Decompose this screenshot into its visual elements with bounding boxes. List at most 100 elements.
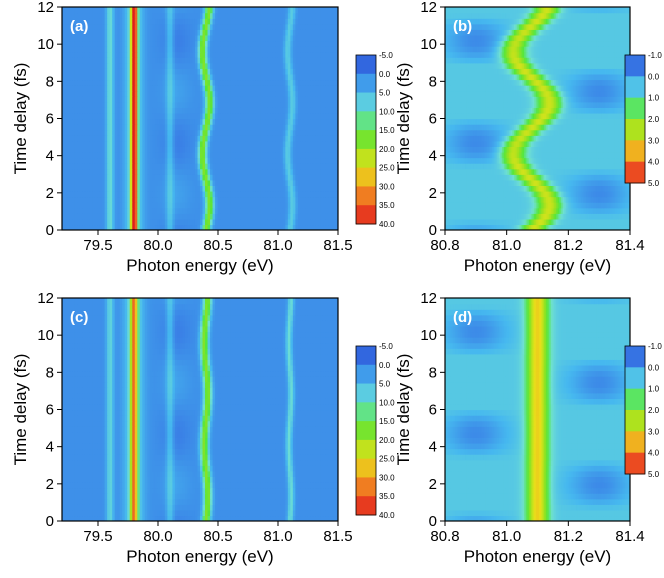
heatmap-cell [197,163,201,170]
heatmap-cell [317,146,322,153]
heatmap-cell [67,23,71,30]
heatmap-cell [547,207,550,214]
heatmap-cell [164,135,168,142]
heatmap-cell [503,202,507,209]
heatmap-cell [129,157,133,164]
heatmap-cell [107,174,111,181]
heatmap-cell [262,179,266,186]
heatmap-cell [197,101,201,108]
heatmap-cell [280,168,284,175]
heatmap-cell [255,185,259,192]
heatmap-cell [114,163,118,170]
heatmap-cell [267,129,271,136]
heatmap-cell [297,62,301,69]
heatmap-cell [109,168,113,175]
heatmap-cell [184,163,189,170]
heatmap-cell [297,202,301,209]
heatmap-cell [189,207,194,214]
heatmap-cell [300,23,304,30]
heatmap-cell [82,140,86,147]
heatmap-cell [182,163,186,170]
heatmap-cell [282,218,286,226]
heatmap-cell [134,12,138,19]
heatmap-cell [154,213,158,220]
heatmap-cell [305,34,309,42]
heatmap-cell [282,124,286,131]
heatmap-cell [215,101,219,108]
heatmap-cell [74,90,78,97]
heatmap-cell [222,85,226,92]
heatmap-cell [167,85,171,92]
heatmap-cell [174,112,179,120]
heatmap-cell [566,213,569,220]
heatmap-cell [202,190,206,198]
heatmap-cell [99,57,103,64]
heatmap-cell [325,207,329,214]
heatmap-cell [305,107,309,114]
heatmap-cell [169,96,173,103]
heatmap-cell [327,135,332,142]
heatmap-cell [550,207,554,214]
heatmap-cell [162,140,166,147]
heatmap-cell [127,112,131,120]
heatmap-cell [255,196,259,203]
heatmap-cell [262,196,266,203]
heatmap-cell [545,202,549,209]
heatmap-cell [149,23,153,30]
heatmap-cell [240,185,244,192]
heatmap-cell [272,174,276,181]
heatmap-cell [616,213,619,220]
heatmap-cell [122,46,126,53]
heatmap-cell [62,168,66,175]
heatmap-cell [162,96,166,103]
heatmap-cell [67,146,71,153]
heatmap-cell [604,218,608,226]
heatmap-cell [179,96,184,103]
heatmap-cell [107,163,111,170]
heatmap-cell [142,157,146,164]
heatmap-cell [82,68,86,75]
heatmap-cell [114,73,118,81]
heatmap-cell [320,107,324,114]
heatmap-cell [184,151,189,159]
heatmap-cell [164,85,168,92]
heatmap-cell [608,207,611,214]
heatmap-cell [182,62,186,69]
heatmap-cell [200,34,204,42]
heatmap-cell [451,224,455,230]
heatmap-cell [230,213,234,220]
heatmap-cell [325,101,329,108]
heatmap-cell [159,135,163,142]
heatmap-cell [194,107,199,114]
heatmap-cell [97,118,101,125]
heatmap-cell [109,185,113,192]
heatmap-cell [104,151,108,159]
heatmap-cell [540,218,544,226]
heatmap-cell [67,12,71,19]
heatmap-cell [295,146,299,153]
heatmap-cell [267,218,271,226]
heatmap-cell [187,135,191,142]
heatmap-cell [144,40,148,47]
heatmap-cell [252,112,256,120]
heatmap-cell [535,218,539,226]
heatmap-cell [132,68,136,75]
heatmap-cell [89,151,93,159]
heatmap-cell [250,57,254,64]
heatmap-cell [549,213,552,220]
heatmap-cell [623,213,626,220]
heatmap-cell [97,124,101,131]
heatmap-cell [220,146,224,153]
heatmap-cell [67,96,71,103]
heatmap-cell [142,107,146,114]
heatmap-cell [109,157,113,164]
heatmap-cell [448,207,451,214]
heatmap-cell [197,168,201,175]
heatmap-cell [265,18,269,25]
heatmap-cell [247,34,251,42]
heatmap-cell [212,18,216,25]
heatmap-cell [297,101,301,108]
heatmap-cell [205,185,209,192]
heatmap-cell [74,34,78,42]
heatmap-cell [461,224,465,230]
